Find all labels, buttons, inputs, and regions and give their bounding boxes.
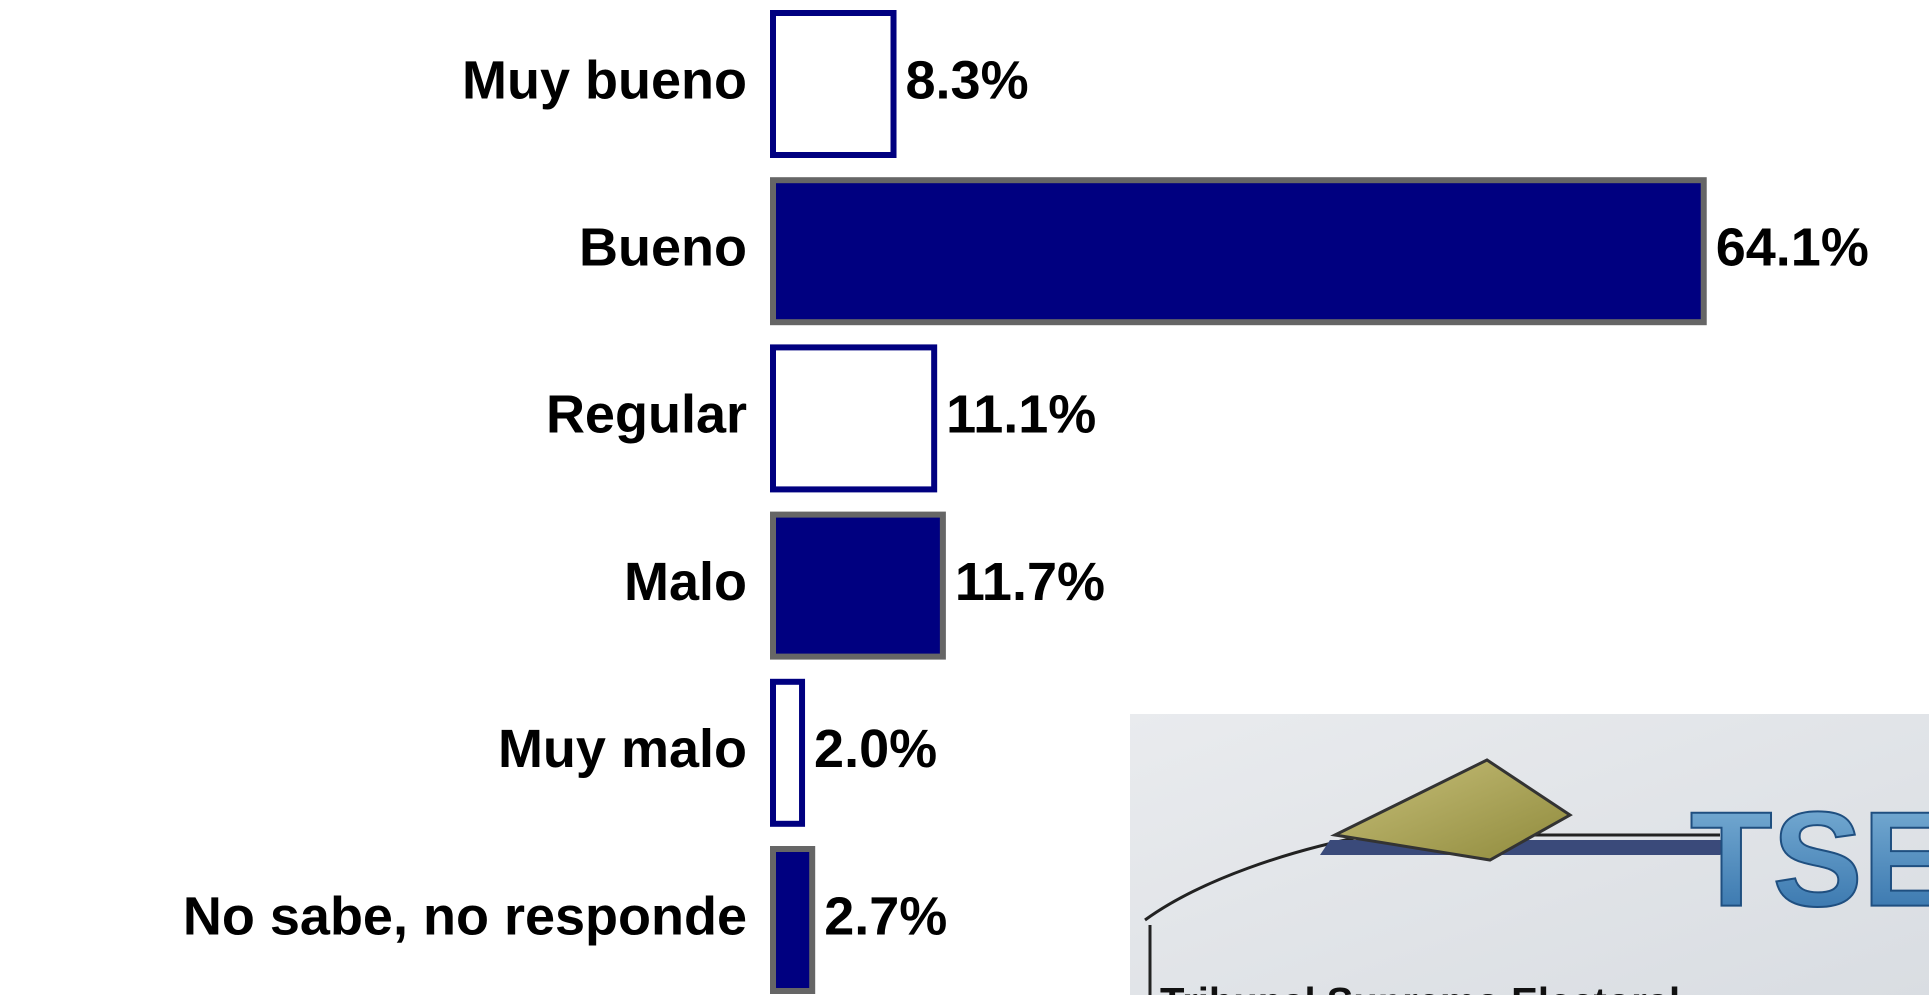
bar bbox=[773, 13, 894, 155]
page: {"chart_data": {"type": "bar", "orientat… bbox=[0, 0, 1929, 995]
value-label: 8.3% bbox=[906, 50, 1029, 110]
category-label: Regular bbox=[546, 385, 747, 445]
value-label: 2.0% bbox=[814, 719, 937, 779]
value-label: 64.1% bbox=[1716, 217, 1869, 277]
bar bbox=[773, 347, 934, 489]
value-label: 11.1% bbox=[946, 385, 1096, 445]
logo-name: Tribunal Supremo Electoral bbox=[1160, 981, 1680, 995]
value-label: 11.7% bbox=[955, 552, 1105, 612]
category-label: Malo bbox=[624, 552, 747, 612]
category-label: No sabe, no responde bbox=[183, 886, 747, 946]
bar bbox=[773, 180, 1704, 322]
bar bbox=[773, 515, 943, 657]
bar bbox=[773, 849, 812, 991]
logo-acronym: TSE bbox=[1690, 784, 1929, 935]
value-label: 2.7% bbox=[824, 886, 947, 946]
category-label: Bueno bbox=[579, 217, 747, 277]
bar bbox=[773, 682, 802, 824]
category-label: Muy malo bbox=[498, 719, 747, 779]
logo: TSE Tribunal Supremo Electoral bbox=[1130, 714, 1929, 995]
category-label: Muy bueno bbox=[462, 50, 747, 110]
chart: Muy bueno 8.3% Bueno 64.1% Regular 11.1% Malo 1… bbox=[0, 0, 1929, 995]
